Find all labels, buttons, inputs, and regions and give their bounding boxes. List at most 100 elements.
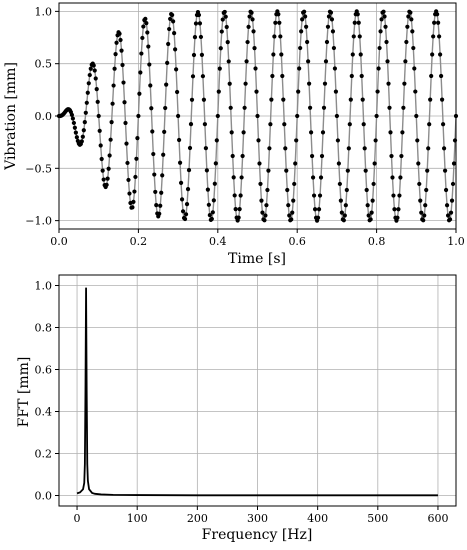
vibration-data-point [312, 207, 318, 212]
vibration-data-point [417, 181, 422, 187]
vibration-data-point [442, 168, 448, 173]
vibration-data-point [204, 168, 209, 173]
vibration-data-point [139, 51, 144, 56]
fft-x-tick-label: 500 [367, 512, 388, 525]
vibration-data-point [196, 12, 202, 18]
vibration-data-point [304, 24, 309, 29]
vibration-data-point [184, 202, 190, 207]
vibration-data-point [88, 66, 93, 71]
vibration-data-point [351, 34, 356, 39]
vibration-data-point [164, 82, 169, 87]
vibration-data-point [246, 24, 251, 29]
vibration-data-point [443, 187, 449, 193]
vibration-x-tick-label: 0.0 [50, 235, 68, 248]
vibration-data-point [74, 135, 79, 140]
vibration-data-point [286, 203, 291, 208]
vibration-data-point [176, 137, 182, 143]
fft-x-tick-label: 200 [187, 512, 208, 525]
vibration-data-point [322, 81, 328, 86]
vibration-data-point [361, 122, 366, 127]
vibration-data-point [188, 122, 194, 127]
vibration-data-point [395, 215, 400, 220]
vibration-data-point [162, 129, 167, 134]
vibration-data-point [210, 210, 215, 215]
vibration-data-point [152, 172, 157, 177]
vibration-data-point [390, 175, 395, 180]
vibration-y-tick-label: 0.5 [35, 58, 53, 71]
vibration-data-point [431, 34, 436, 39]
vibration-data-point [427, 122, 432, 127]
vibration-data-point [310, 175, 316, 180]
vibration-data-point [372, 161, 377, 166]
vibration-data-point [220, 17, 225, 22]
vibration-data-point [185, 187, 191, 192]
vibration-data-point [282, 122, 287, 127]
vibration-data-point [81, 128, 86, 133]
vibration-data-point [254, 89, 259, 94]
vibration-data-point [437, 34, 442, 39]
vibration-data-point [95, 99, 100, 104]
vibration-data-point [154, 203, 159, 208]
fft-series-line [76, 287, 438, 497]
fft-y-tick-label: 0.8 [35, 322, 53, 335]
vibration-data-point [86, 81, 91, 86]
vibration-data-point [133, 174, 138, 180]
vibration-data-point [300, 17, 305, 22]
vibration-data-point [143, 16, 148, 21]
vibration-data-point [418, 198, 423, 203]
vibration-data-point [303, 14, 308, 19]
vibration-data-point [292, 181, 297, 187]
vibration-data-point [244, 59, 249, 64]
vibration-data-point [396, 207, 401, 212]
vibration-data-point [383, 24, 388, 29]
vibration-data-point [401, 105, 406, 110]
vibration-data-point [138, 70, 143, 75]
vibration-data-point [132, 189, 137, 194]
vibration-data-point [318, 175, 324, 180]
vibration-data-point [206, 202, 211, 207]
vibration-x-tick-label: 1.0 [447, 235, 465, 248]
vibration-data-point [218, 46, 223, 51]
vibration-data-point [153, 189, 158, 195]
vibration-data-point [302, 9, 307, 14]
vibration-data-point [333, 89, 339, 94]
vibration-data-point [227, 81, 232, 86]
vibration-data-point [337, 181, 342, 187]
vibration-data-point [87, 72, 92, 78]
vibration-data-point [369, 210, 374, 215]
vibration-data-point [335, 138, 340, 143]
vibration-data-point [137, 91, 142, 96]
vibration-data-point [240, 153, 245, 159]
vibration-data-point [149, 106, 154, 111]
vibration-data-point [346, 146, 351, 151]
vibration-data-point [266, 168, 271, 173]
fft-y-tick-label: 0.6 [35, 364, 53, 377]
vibration-data-point [296, 89, 301, 94]
vibration-data-point [315, 215, 321, 220]
vibration-data-point [440, 97, 445, 102]
vibration-data-point [408, 10, 413, 15]
vibration-data-point [377, 45, 382, 51]
vibration-data-point [150, 129, 155, 134]
vibration-data-point [126, 177, 131, 183]
vibration-data-point [298, 45, 303, 51]
vibration-data-point [175, 89, 180, 95]
vibration-data-point [339, 210, 344, 215]
fft-y-tick-label: 0.0 [35, 490, 53, 503]
vibration-data-point [136, 113, 141, 119]
vibration-data-point [441, 146, 447, 151]
vibration-data-point [426, 146, 431, 151]
vibration-data-point [277, 20, 282, 25]
vibration-data-point [109, 119, 114, 125]
vibration-data-point [157, 211, 162, 216]
vibration-data-point [392, 207, 397, 212]
vibration-data-point [107, 153, 112, 158]
vibration-data-point [158, 203, 163, 208]
vibration-y-tick-label: −0.5 [25, 162, 52, 175]
vibration-data-point [264, 203, 269, 208]
vibration-data-point [416, 161, 421, 166]
vibration-data-point [376, 66, 381, 71]
vibration-data-point [130, 205, 135, 210]
vibration-data-point [70, 116, 75, 121]
vibration-x-tick-label: 0.6 [288, 235, 306, 248]
